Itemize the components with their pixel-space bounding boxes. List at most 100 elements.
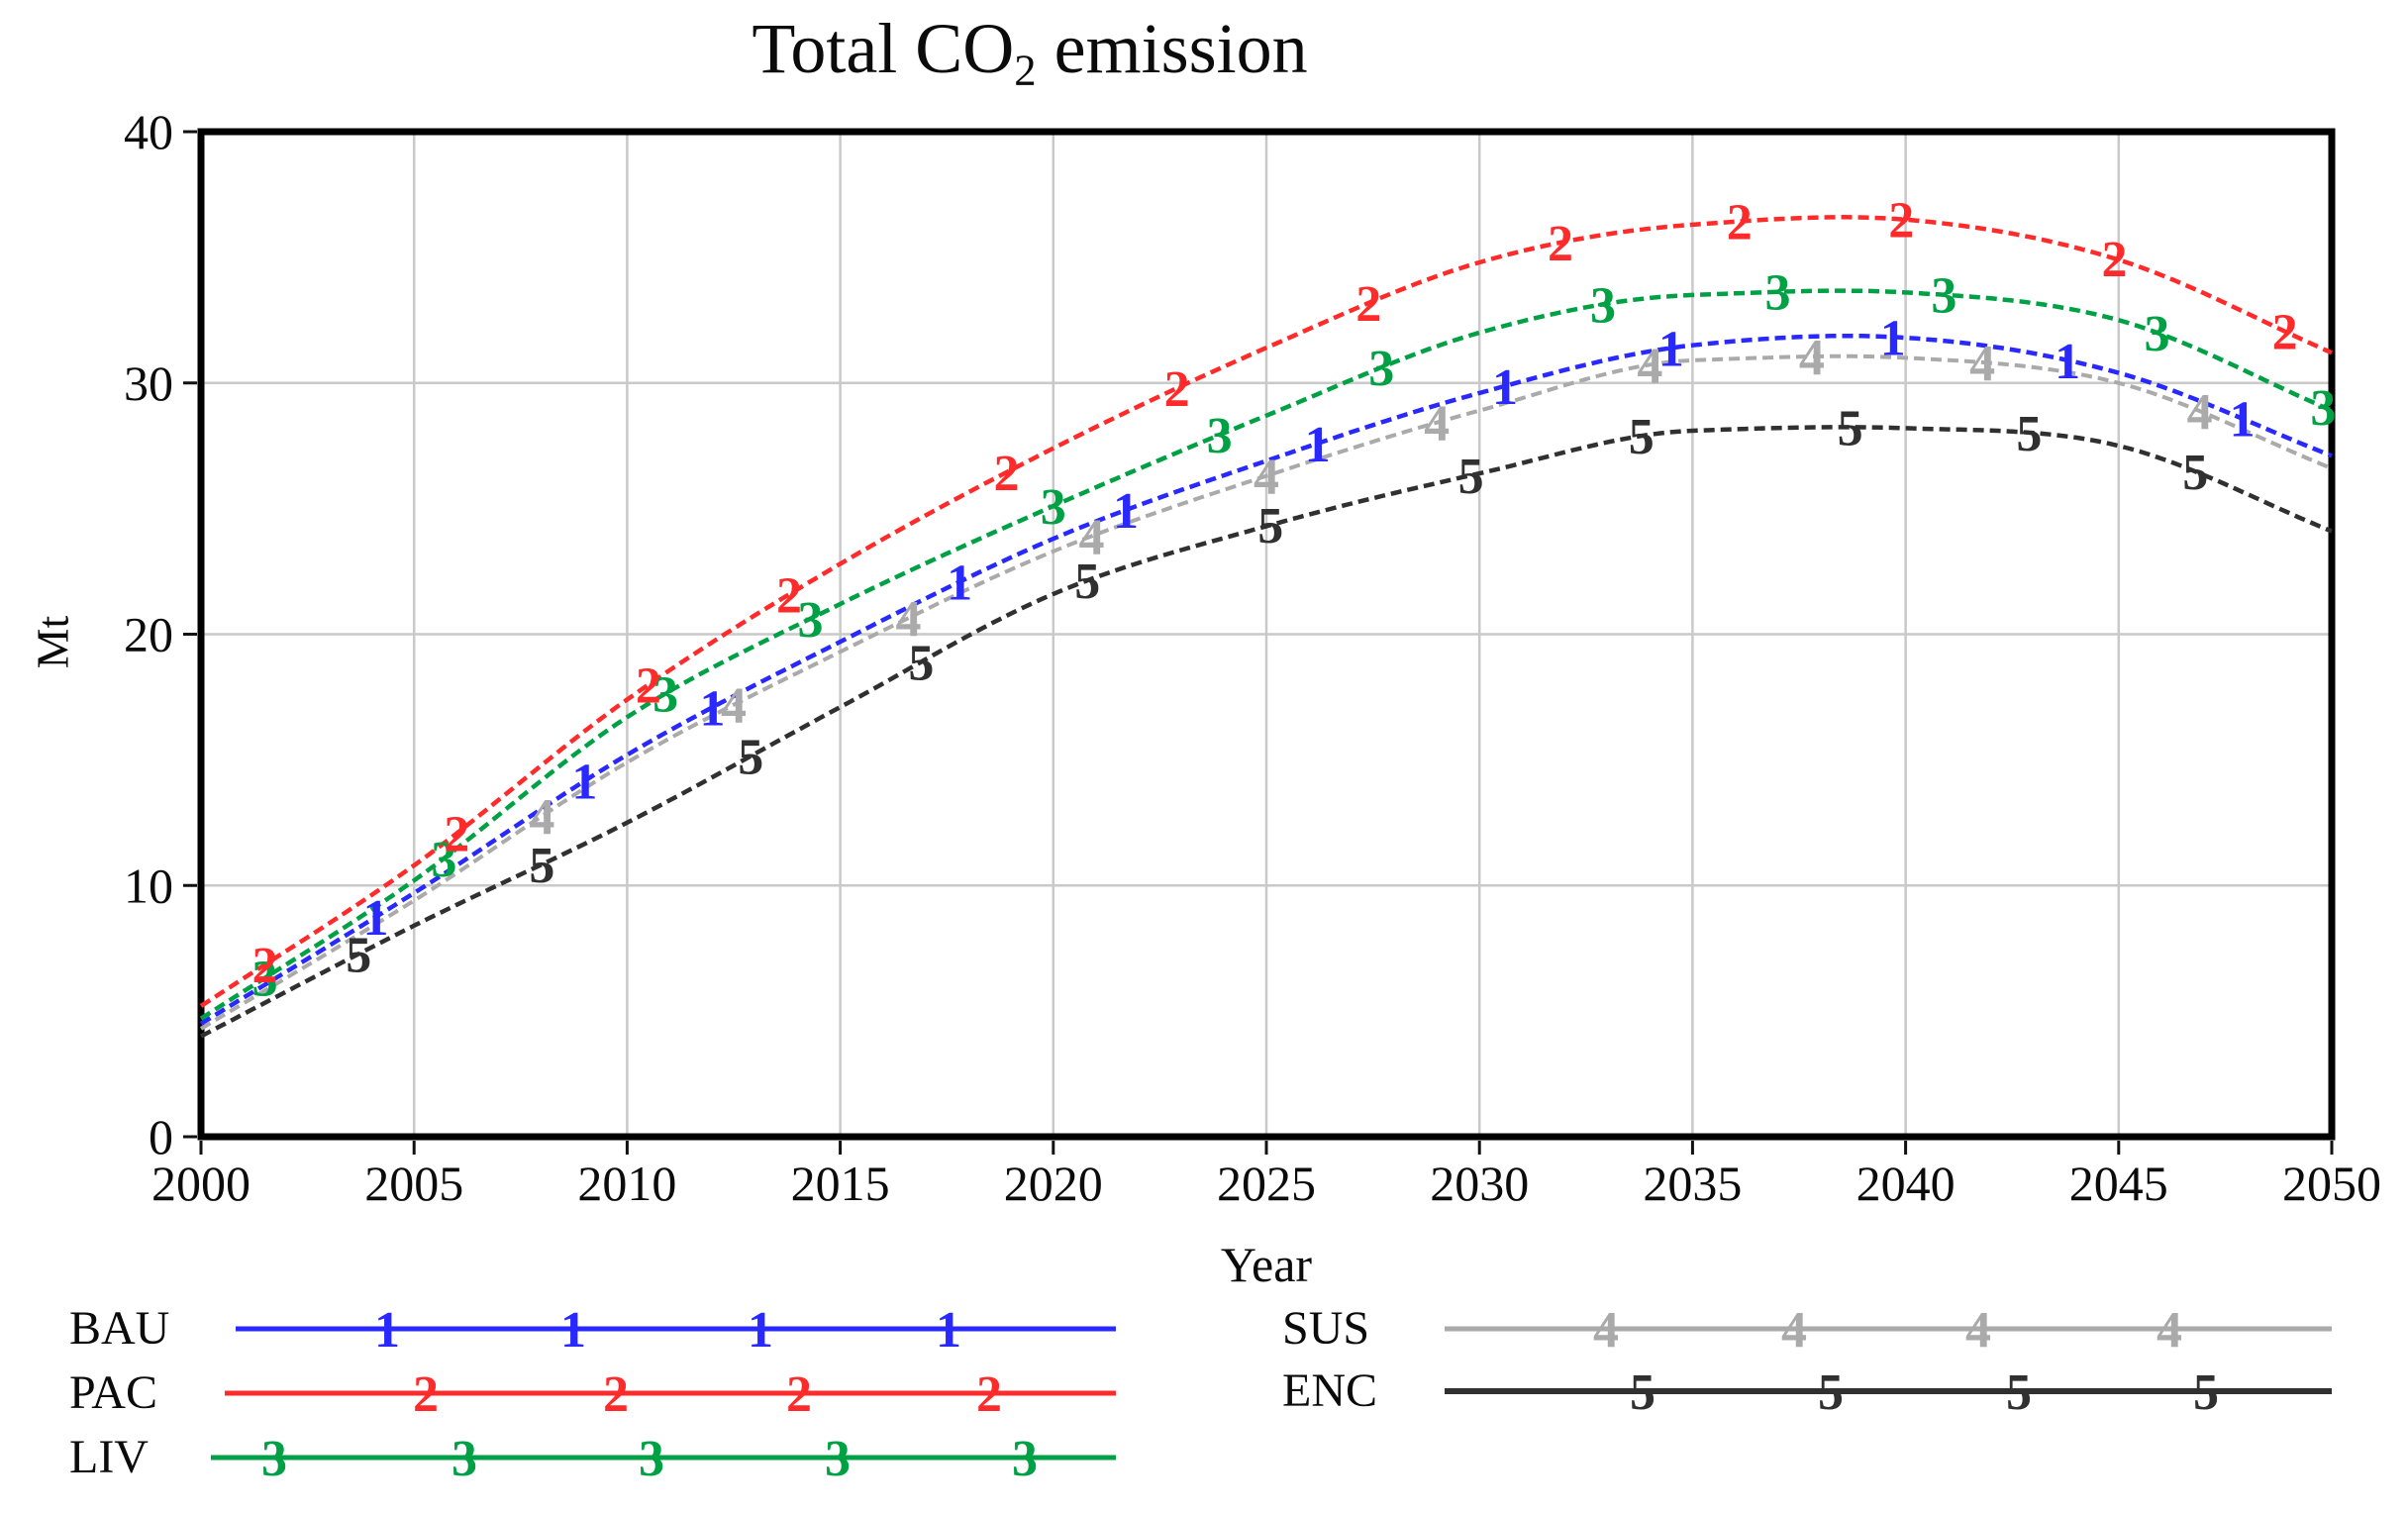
- series-marker-ENC: 5: [2016, 406, 2042, 462]
- series-marker-LIV: 3: [2145, 306, 2170, 362]
- legend-marker-PAC: 2: [976, 1366, 1002, 1423]
- series-marker-LIV: 3: [1764, 265, 1790, 322]
- series-marker-SUS: 4: [2187, 384, 2213, 441]
- series-marker-SUS: 4: [1799, 330, 1825, 386]
- series-marker-ENC: 5: [738, 730, 763, 786]
- series-marker-SUS: 4: [1424, 396, 1450, 453]
- legend-marker-PAC: 2: [603, 1366, 629, 1423]
- x-tick-label-2010: 2010: [577, 1156, 676, 1211]
- y-tick-label-40: 40: [124, 104, 173, 159]
- legend-label-liv: LIV: [69, 1431, 149, 1483]
- y-tick-label-20: 20: [124, 607, 173, 662]
- series-line-LIV: [199, 288, 2333, 1021]
- x-tick-label-2035: 2035: [1643, 1156, 1742, 1211]
- series-marker-BAU: 1: [1880, 310, 1906, 366]
- series-marker-PAC: 2: [252, 938, 278, 994]
- series-marker-PAC: 2: [444, 807, 469, 863]
- series-line-PAC: [199, 215, 2333, 1008]
- title-subscript: 2: [1014, 45, 1037, 95]
- x-tick-label-2000: 2000: [151, 1156, 251, 1211]
- legend-label-sus: SUS: [1282, 1302, 1370, 1355]
- series-marker-LIV: 3: [1368, 341, 1394, 397]
- legend-marker-LIV: 3: [452, 1431, 477, 1487]
- legend-marker-SUS: 4: [2157, 1302, 2182, 1359]
- x-tick-label-2040: 2040: [1856, 1156, 1956, 1211]
- series-marker-PAC: 2: [1164, 361, 1190, 418]
- series-line-ENC: [199, 425, 2333, 1039]
- x-tick-label-2025: 2025: [1217, 1156, 1316, 1211]
- series-marker-BAU: 1: [2230, 392, 2256, 449]
- legend-marker-BAU: 1: [374, 1302, 400, 1359]
- series-marker-BAU: 1: [2055, 334, 2080, 390]
- series-marker-ENC: 5: [1074, 554, 1100, 610]
- series-marker-SUS: 4: [721, 678, 747, 735]
- x-tick-label-2050: 2050: [2282, 1156, 2381, 1211]
- series-marker-SUS: 4: [895, 591, 921, 648]
- legend-marker-LIV: 3: [825, 1431, 851, 1487]
- x-axis-title: Year: [1220, 1237, 1313, 1292]
- series-marker-PAC: 2: [2272, 305, 2298, 361]
- series-marker-PAC: 2: [636, 657, 661, 714]
- series-marker-PAC: 2: [776, 567, 802, 624]
- series-marker-BAU: 1: [1113, 483, 1139, 540]
- title-prefix: Total CO: [752, 9, 1015, 88]
- legend-marker-BAU: 1: [748, 1302, 773, 1359]
- series-line-SUS: [199, 353, 2333, 1031]
- x-tick-label-2015: 2015: [791, 1156, 890, 1211]
- series-marker-BAU: 1: [1305, 417, 1331, 473]
- series-marker-PAC: 2: [993, 446, 1019, 502]
- series-marker-ENC: 5: [346, 927, 371, 983]
- series-marker-BAU: 1: [1658, 321, 1684, 377]
- legend-label-pac: PAC: [69, 1366, 157, 1419]
- legend-marker-ENC: 5: [2193, 1364, 2219, 1421]
- legend-marker-BAU: 1: [936, 1302, 961, 1359]
- legend-marker-ENC: 5: [2006, 1364, 2032, 1421]
- series-marker-LIV: 3: [252, 952, 278, 1008]
- series-marker-ENC: 5: [529, 838, 554, 894]
- legend-marker-BAU: 1: [560, 1302, 586, 1359]
- chart-title: Total CO2 emission: [752, 8, 1307, 95]
- y-tick-label-0: 0: [149, 1109, 173, 1164]
- plot-frame: [197, 128, 2336, 1141]
- legend-marker-LIV: 3: [1012, 1431, 1038, 1487]
- series-line-BAU: [199, 333, 2333, 1026]
- series-marker-LIV: 3: [2310, 380, 2336, 437]
- series-marker-LIV: 3: [652, 666, 678, 723]
- series-marker-SUS: 4: [1637, 338, 1662, 394]
- x-tick-label-2005: 2005: [364, 1156, 463, 1211]
- series-marker-SUS: 4: [1079, 509, 1105, 565]
- series-marker-ENC: 5: [2182, 445, 2208, 501]
- legend-marker-SUS: 4: [1593, 1302, 1619, 1359]
- series-marker-ENC: 5: [1838, 400, 1863, 456]
- series-marker-PAC: 2: [1727, 195, 1753, 252]
- series-marker-BAU: 1: [699, 680, 725, 737]
- legend-marker-ENC: 5: [1630, 1364, 1656, 1421]
- series-marker-BAU: 1: [1492, 359, 1518, 416]
- series-marker-LIV: 3: [1207, 408, 1233, 464]
- legend-marker-PAC: 2: [786, 1366, 812, 1423]
- x-tick-label-2030: 2030: [1430, 1156, 1529, 1211]
- series-marker-ENC: 5: [1257, 498, 1283, 555]
- series-marker-BAU: 1: [947, 555, 972, 612]
- series-marker-PAC: 2: [1888, 192, 1914, 249]
- legend-label-bau: BAU: [69, 1302, 170, 1355]
- legend-marker-PAC: 2: [413, 1366, 439, 1423]
- series-marker-LIV: 3: [431, 832, 456, 888]
- series-marker-PAC: 2: [1355, 276, 1381, 333]
- x-tick-label-2045: 2045: [2069, 1156, 2168, 1211]
- series-marker-BAU: 1: [571, 755, 597, 811]
- legend-marker-LIV: 3: [639, 1431, 664, 1487]
- series-marker-LIV: 3: [1590, 277, 1616, 334]
- legend-marker-SUS: 4: [1965, 1302, 1991, 1359]
- series-marker-SUS: 4: [1969, 336, 1995, 392]
- legend-marker-SUS: 4: [1781, 1302, 1807, 1359]
- y-tick-label-30: 30: [124, 355, 173, 411]
- legend-label-enc: ENC: [1282, 1364, 1377, 1417]
- series-marker-LIV: 3: [797, 592, 823, 649]
- x-tick-label-2020: 2020: [1004, 1156, 1103, 1211]
- y-tick-label-10: 10: [124, 857, 173, 913]
- series-marker-SUS: 4: [1254, 450, 1279, 506]
- series-marker-ENC: 5: [1629, 409, 1655, 465]
